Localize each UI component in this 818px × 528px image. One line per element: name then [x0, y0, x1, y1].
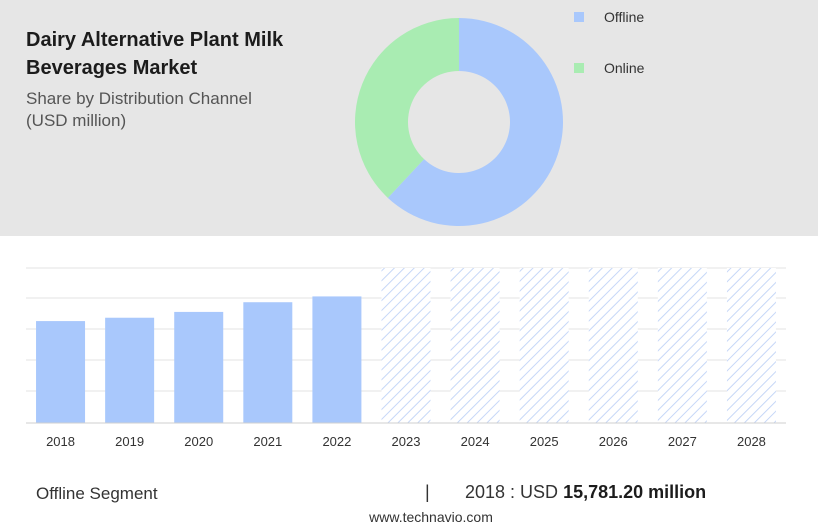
- x-tick-label: 2027: [668, 434, 697, 449]
- legend-swatch-offline: [574, 12, 584, 22]
- forecast-bar-2023: [381, 268, 431, 423]
- source-url: www.technavio.com: [369, 509, 493, 525]
- bar-2020: [174, 311, 224, 423]
- x-tick-label: 2024: [461, 434, 490, 449]
- footer-divider: |: [425, 482, 430, 502]
- donut-chart: [355, 18, 563, 226]
- subtitle-line-2: (USD million): [26, 111, 127, 130]
- bar-2019: [105, 317, 155, 423]
- legend-item-offline: Offline: [574, 6, 644, 28]
- x-tick-label: 2023: [392, 434, 421, 449]
- legend-item-online: Online: [574, 57, 644, 79]
- forecast-bar-2027: [657, 268, 707, 423]
- donut-legend: Offline Online: [574, 6, 644, 108]
- bar-2021: [243, 302, 293, 423]
- forecast-bar-2026: [588, 268, 638, 423]
- x-tick-label: 2019: [115, 434, 144, 449]
- bar-2018: [36, 321, 86, 423]
- chart-title: Dairy Alternative Plant Milk Beverages M…: [26, 29, 284, 79]
- legend-label-offline: Offline: [604, 9, 645, 25]
- forecast-bar-2024: [450, 268, 500, 423]
- segment-stat: 2018 : USD 15,781.20 million: [465, 482, 706, 503]
- bar-2022: [312, 296, 362, 423]
- chart-subtitle: Share by Distribution Channel (USD milli…: [26, 88, 326, 132]
- source-credit: www.technavio.com: [0, 509, 818, 525]
- donut-slice-offline: [387, 18, 563, 226]
- bar-chart: 2018 2019 2020 2021 2022 2023 2024 2025 2026 2027…: [26, 267, 786, 449]
- forecast-bar-2028: [726, 268, 776, 423]
- footer-summary: Offline Segment | 2018 : USD 15,781.20 m…: [0, 478, 818, 508]
- stat-prefix: 2018 : USD: [465, 482, 559, 502]
- x-tick-label: 2021: [253, 434, 282, 449]
- legend-label-online: Online: [604, 60, 645, 76]
- donut-slice-online: [355, 18, 459, 198]
- segment-label: Offline Segment: [36, 484, 158, 503]
- x-tick-label: 2028: [737, 434, 766, 449]
- stat-value: 15,781.20 million: [563, 482, 707, 502]
- x-tick-label: 2025: [530, 434, 559, 449]
- x-tick-label: 2018: [46, 434, 75, 449]
- forecast-bar-2025: [519, 268, 569, 423]
- legend-swatch-online: [574, 63, 584, 73]
- x-tick-label: 2026: [599, 434, 628, 449]
- x-tick-label: 2020: [184, 434, 213, 449]
- subtitle-line-1: Share by Distribution Channel: [26, 89, 252, 108]
- x-tick-label: 2022: [322, 434, 351, 449]
